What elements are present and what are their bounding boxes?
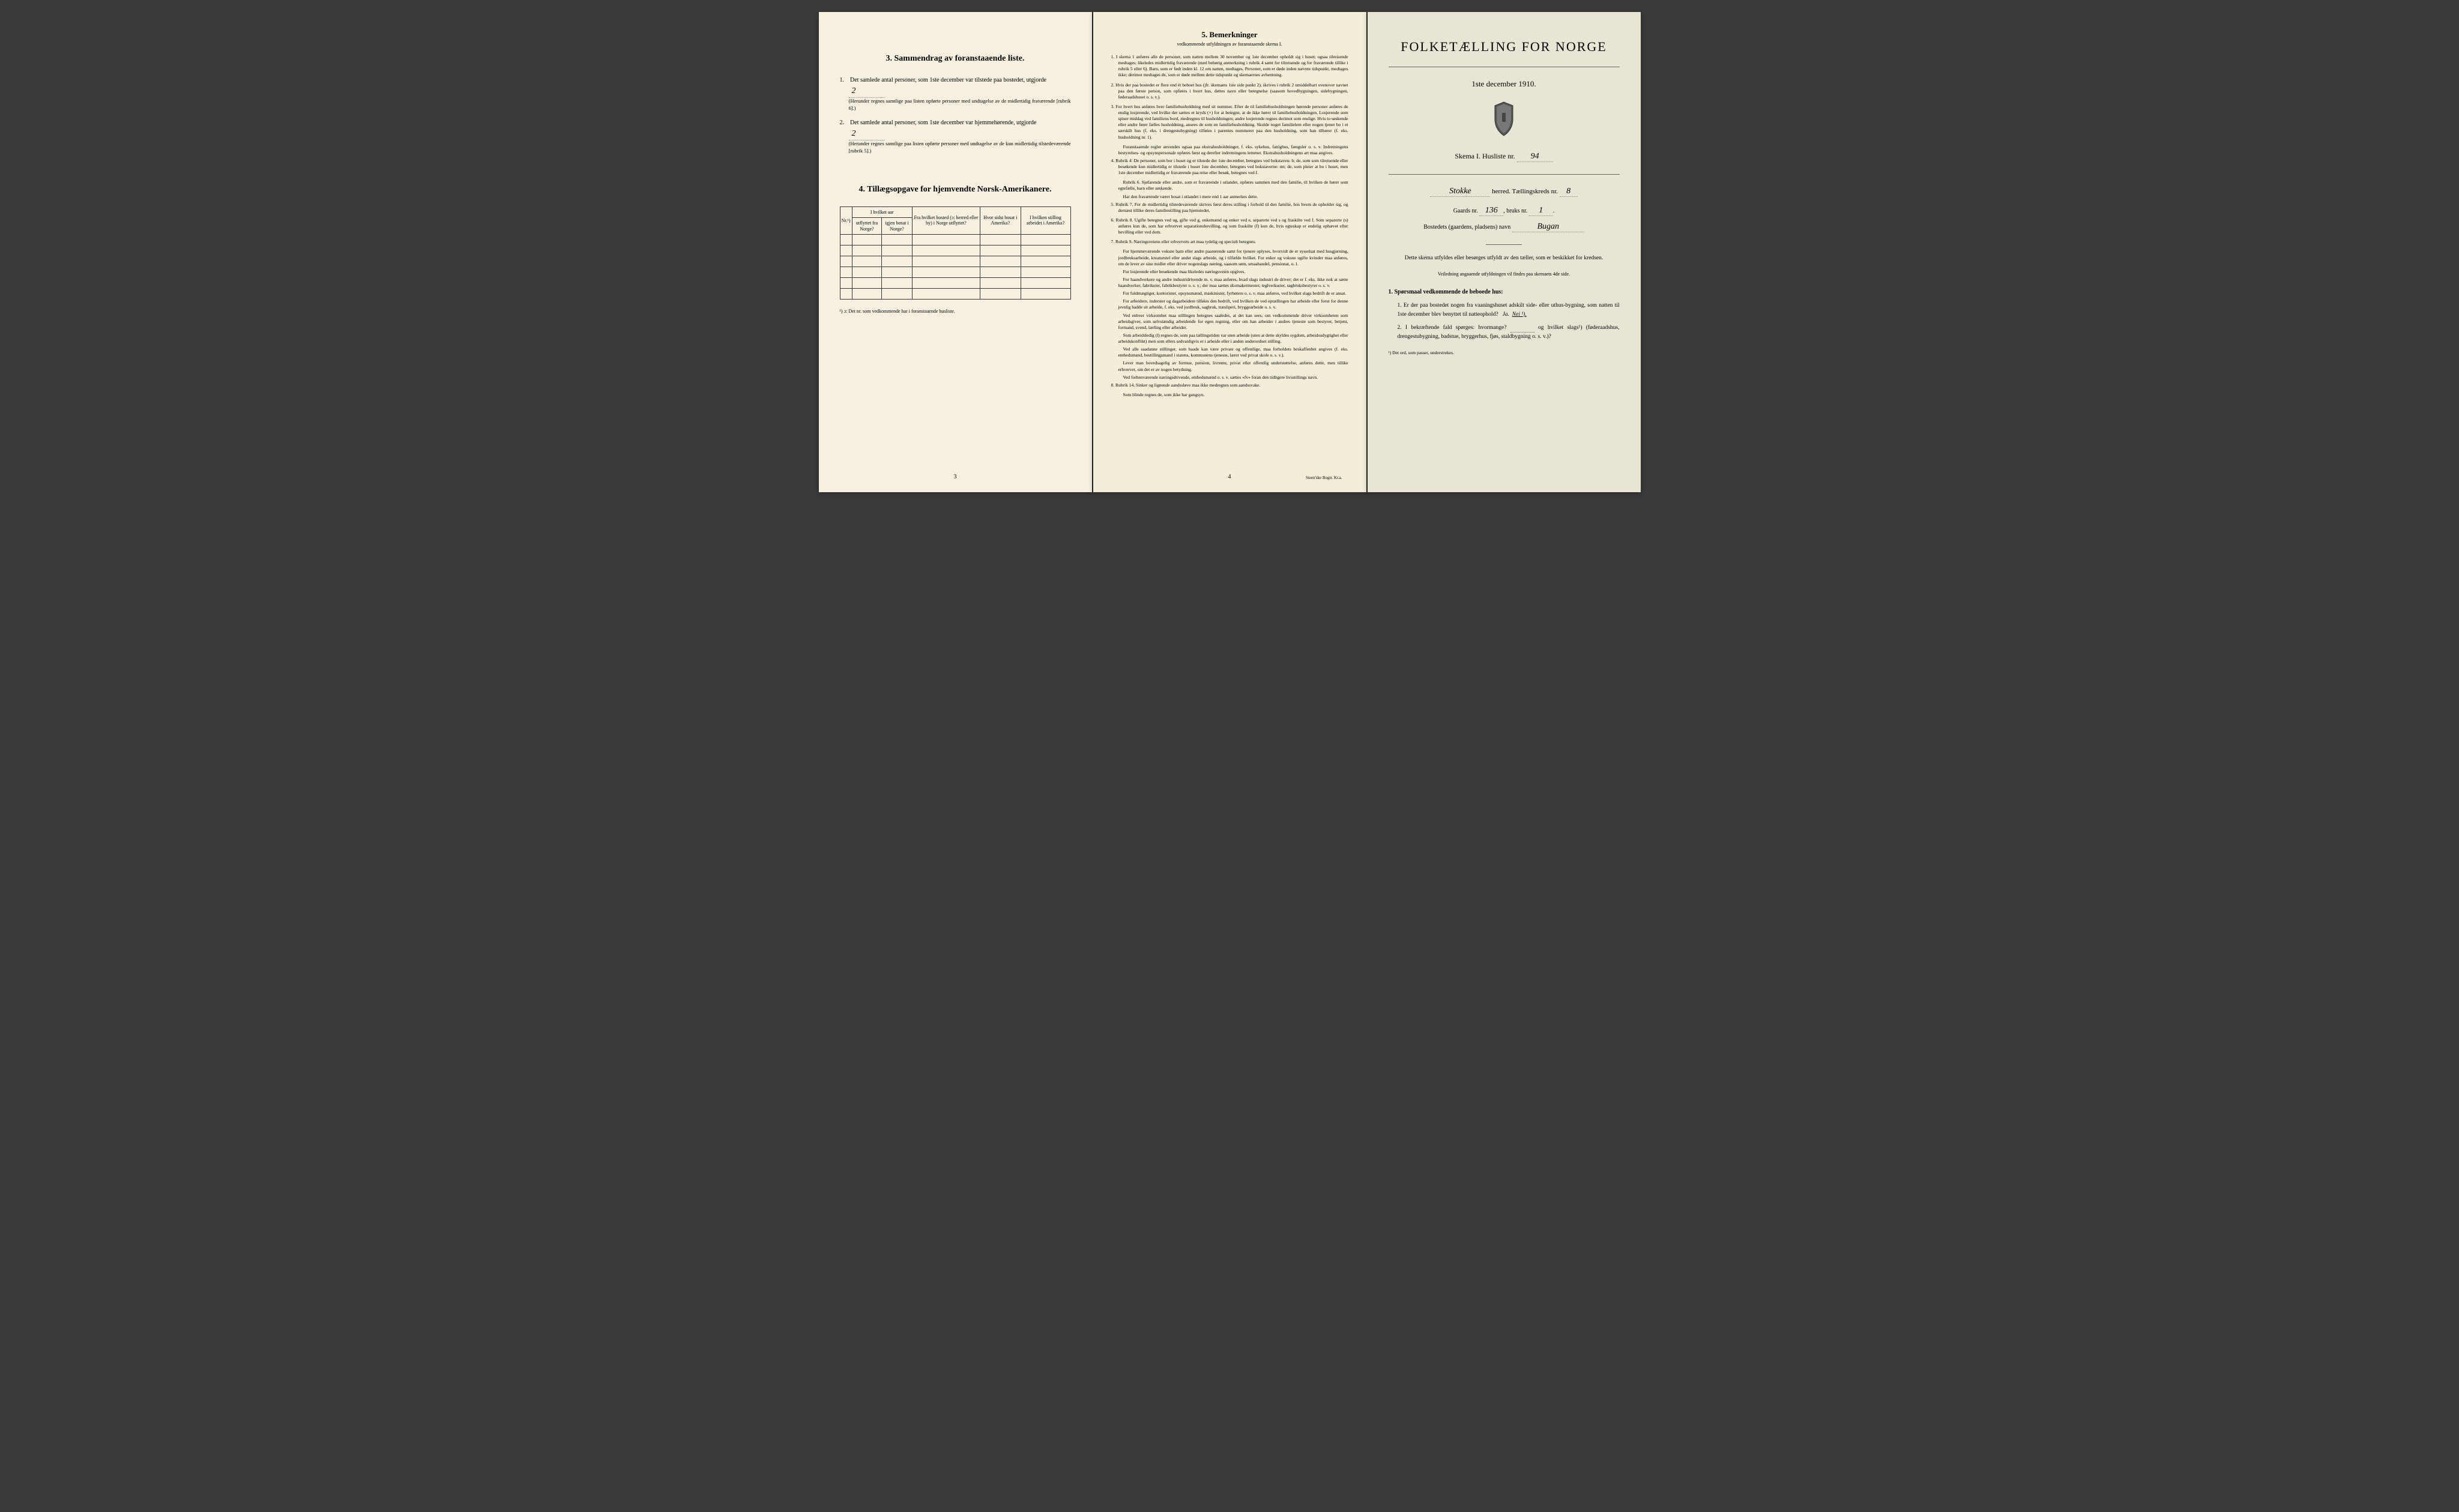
bemerk-7-extra-4: For fuldmægtiger, kontorister, opsynsmæn…	[1111, 291, 1348, 297]
bruks-label: bruks nr.	[1506, 208, 1527, 214]
census-document: 3. Sammendrag av foranstaaende liste. 1.…	[819, 12, 1641, 492]
bemerk-7-extra-7: Som arbeidsledig (l) regnes de, som paa …	[1111, 333, 1348, 345]
item-2: 2. Det samlede antal personer, som 1ste …	[840, 118, 1071, 155]
item-2-num: 2.	[840, 118, 849, 127]
bemerkninger-heading: 5. Bemerkninger	[1111, 30, 1348, 40]
section-3-heading: 3. Sammendrag av foranstaaende liste.	[840, 54, 1071, 64]
table-row	[840, 256, 1070, 267]
q1-ja: Ja.	[1503, 312, 1509, 318]
page-3-summary: 3. Sammendrag av foranstaaende liste. 1.…	[819, 12, 1092, 492]
instruction: Dette skema utfyldes eller besørges utfy…	[1389, 254, 1620, 262]
herred-label: herred. Tællingskreds nr.	[1492, 188, 1558, 195]
bemerk-4-extra-1: Rubrik 6. Sjøfarende eller andre, som er…	[1111, 179, 1348, 191]
q2-field	[1510, 324, 1534, 333]
bosted-label: Bostedets (gaardens, pladsens) navn	[1423, 224, 1510, 230]
item-1-value: 2	[849, 85, 885, 98]
bemerk-6: 6. Rubrik 8. Ugifte betegnes ved ug, gif…	[1111, 217, 1348, 235]
bemerk-1: 1. I skema 1 anføres alle de personer, s…	[1111, 54, 1348, 79]
amerikanere-table: Nr.¹) I hvilket aar Fra hvilket bosted (…	[840, 206, 1071, 300]
main-title: FOLKETÆLLING FOR NORGE	[1389, 39, 1620, 55]
skema-line: Skema I. Husliste nr. 94	[1389, 152, 1620, 162]
bosted-line: Bostedets (gaardens, pladsens) navn Buga…	[1389, 222, 1620, 232]
bemerk-5: 5. Rubrik 7. For de midlertidig tilstede…	[1111, 202, 1348, 214]
item-1: 1. Det samlede antal personer, som 1ste …	[840, 76, 1071, 112]
bemerk-7-extra-1: For hjemmeværende voksne barn eller andr…	[1111, 248, 1348, 267]
item-2-value: 2	[849, 127, 885, 140]
item-1-num: 1.	[840, 76, 849, 85]
bemerk-7: 7. Rubrik 9. Næringsveiens eller erhverv…	[1111, 239, 1348, 245]
page-number-3: 3	[954, 474, 957, 480]
instruction-sub: Veiledning angaaende utfyldningen vil fi…	[1389, 271, 1620, 277]
bemerk-7-extra-8: Ved alle saadanne stillinger, som baade …	[1111, 346, 1348, 358]
th-igjen: igjen bosat i Norge?	[882, 218, 912, 235]
bemerk-7-extra-2: For losjerende eller besøkende maa likel…	[1111, 269, 1348, 275]
bemerk-8-extra: Som blinde regnes de, som ikke har gangs…	[1111, 392, 1348, 398]
table-row	[840, 289, 1070, 300]
table-footnote: ¹) ɔ: Det nr. som vedkommende har i fora…	[840, 309, 1071, 314]
divider-short	[1486, 244, 1522, 245]
th-hvor-sidst: Hvor sidst bosat i Amerika?	[980, 206, 1021, 235]
table-row	[840, 267, 1070, 278]
page-1-title: FOLKETÆLLING FOR NORGE 1ste december 191…	[1368, 12, 1641, 492]
bemerk-8: 8. Rubrik 14. Sinker og lignende aandssl…	[1111, 382, 1348, 388]
divider-2	[1389, 174, 1620, 175]
th-hvilket-aar: I hvilket aar	[852, 206, 912, 218]
th-stilling: I hvilken stilling arbeidet i Amerika?	[1021, 206, 1070, 235]
bemerk-2: 2. Hvis der paa bostedet er flere end ét…	[1111, 82, 1348, 100]
norway-crest-icon	[1389, 101, 1620, 140]
table-row	[840, 245, 1070, 256]
q1-nei: Nei ¹).	[1512, 312, 1527, 318]
husliste-nr: 94	[1517, 152, 1553, 162]
bemerkninger-sub: vedkommende utfyldningen av foranstaaend…	[1111, 41, 1348, 47]
th-utflyttet: utflyttet fra Norge?	[852, 218, 882, 235]
bemerk-7-extra-6: Ved enhver virksomhet maa stillingen bet…	[1111, 313, 1348, 331]
q2-text: I bekræftende fald spørges: hvormange?	[1405, 325, 1507, 331]
page-number-4: 4	[1228, 474, 1231, 480]
bemerk-7-extra-9: Lever man hovedsagelig av formue, pensio…	[1111, 360, 1348, 372]
item-2-note: (Herunder regnes samtlige paa listen opf…	[849, 140, 1071, 155]
table-row	[840, 235, 1070, 245]
sporsmal-heading: 1. Spørsmaal vedkommende de beboede hus:	[1389, 289, 1620, 295]
herred-value: Stokke	[1430, 187, 1490, 197]
page3-footnote: ¹) Det ord, som passer, understrekes.	[1389, 350, 1620, 355]
gaards-label: Gaards nr.	[1453, 208, 1478, 214]
question-2: 2. I bekræftende fald spørges: hvormange…	[1398, 324, 1620, 342]
gaards-line: Gaards nr. 136, bruks nr. 1.	[1389, 206, 1620, 216]
kreds-nr: 8	[1560, 187, 1578, 197]
page-4-bemerkninger: 5. Bemerkninger vedkommende utfyldningen…	[1093, 12, 1366, 492]
item-2-text: Det samlede antal personer, som 1ste dec…	[850, 119, 1036, 126]
printer-mark: Steen'ske Bogtr. Kr.a.	[1306, 475, 1342, 480]
bemerk-7-extra-5: For arbeidere, inderster og dagarbeidere…	[1111, 298, 1348, 310]
th-fra-bosted: Fra hvilket bosted (ɔ: herred eller by) …	[912, 206, 980, 235]
bruks-nr: 1	[1529, 206, 1553, 216]
gaards-nr: 136	[1479, 206, 1503, 216]
th-nr: Nr.¹)	[840, 206, 852, 235]
section-4-heading: 4. Tillægsopgave for hjemvendte Norsk-Am…	[840, 185, 1071, 194]
question-1: 1. Er der paa bostedet nogen fra vaaning…	[1398, 301, 1620, 319]
item-1-text: Det samlede antal personer, som 1ste dec…	[850, 77, 1046, 83]
bemerk-7-extra-3: For haandverkere og andre industridriven…	[1111, 277, 1348, 289]
herred-line: Stokke herred. Tællingskreds nr. 8	[1389, 187, 1620, 197]
table-row	[840, 278, 1070, 289]
bosted-value: Bugan	[1512, 222, 1584, 232]
bemerk-3-extra: Foranstaaende regler anvendes ogsaa paa …	[1111, 144, 1348, 156]
bemerk-4: 4. Rubrik 4. De personer, som bor i huse…	[1111, 158, 1348, 176]
date-line: 1ste december 1910.	[1389, 79, 1620, 89]
bemerk-3: 3. For hvert hus anføres hver familiehus…	[1111, 104, 1348, 140]
bemerk-4-extra-2: Har den fraværende været bosat i utlande…	[1111, 194, 1348, 200]
item-1-note: (Herunder regnes samtlige paa listen opf…	[849, 98, 1071, 112]
table-container: Nr.¹) I hvilket aar Fra hvilket bosted (…	[840, 206, 1071, 300]
bemerk-7-extra-10: Ved forhenværende næringsdrivende, embed…	[1111, 375, 1348, 381]
skema-label: Skema I. Husliste nr.	[1455, 152, 1515, 160]
